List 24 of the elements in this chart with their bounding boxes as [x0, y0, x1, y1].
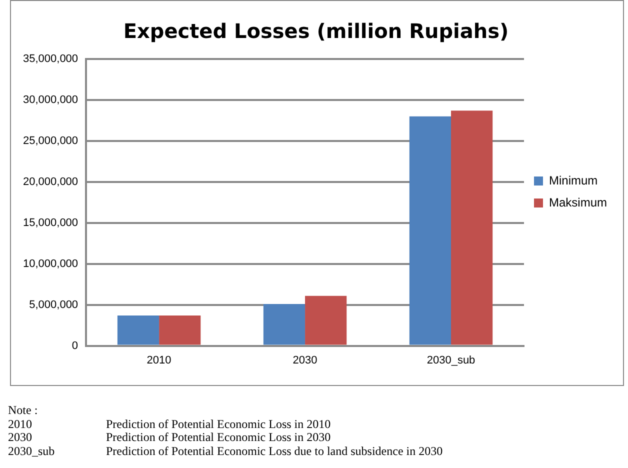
bar — [117, 315, 160, 345]
y-tick-label: 10,000,000 — [22, 258, 78, 270]
bar — [263, 304, 306, 345]
y-tick-label: 5,000,000 — [29, 298, 78, 311]
y-tick-label: 15,000,000 — [22, 216, 78, 229]
text: 2010 Prediction of Potential Economic Loss in 2010 — [8, 416, 331, 430]
x-tick-label: 2030_sub — [426, 354, 476, 366]
legend-label: Minimum — [549, 173, 598, 188]
y-tick-label: 20,000,000 — [22, 176, 78, 188]
bar — [451, 110, 493, 345]
bar — [305, 296, 347, 345]
text: 2030 Prediction of Potential Economic Loss in 2030 — [8, 430, 331, 444]
y-tick-label: 35,000,000 — [22, 53, 78, 66]
bar — [159, 315, 201, 345]
legend-label: Maksimum — [549, 195, 608, 210]
text: Note : — [8, 403, 39, 418]
y-tick-label: 30,000,000 — [22, 94, 78, 106]
bar — [409, 116, 452, 345]
y-tick-label: 0 — [72, 340, 78, 352]
chart-title: Expected Losses (million Rupiahs) — [123, 19, 509, 44]
text: 2030_sub Prediction of Potential Economic Loss due to land subsidence in 2030 — [8, 444, 443, 458]
x-tick-label: 2010 — [146, 354, 172, 366]
x-tick-label: 2030 — [292, 354, 318, 366]
y-tick-label: 25,000,000 — [22, 134, 78, 147]
